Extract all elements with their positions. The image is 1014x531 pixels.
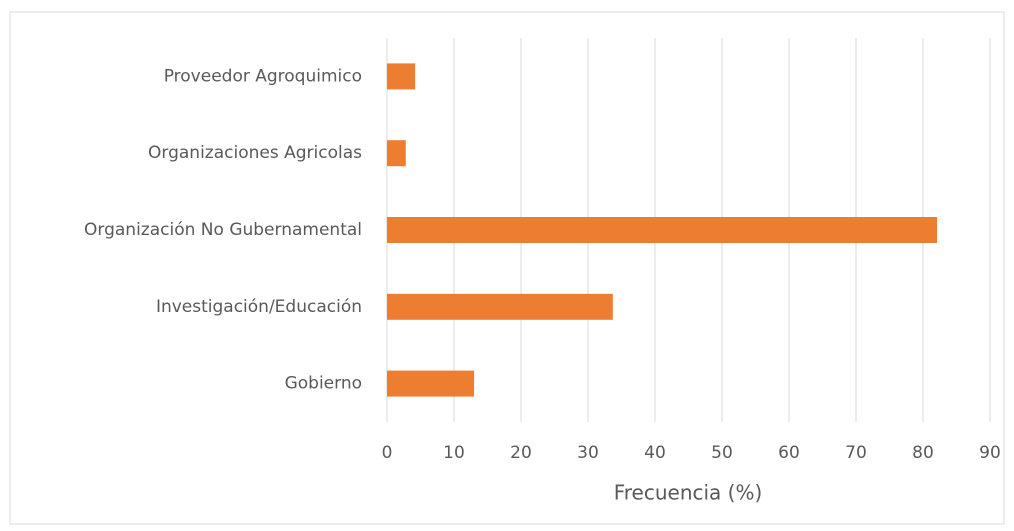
x-tick-label: 70 [845, 443, 867, 463]
x-tick-label: 60 [778, 443, 800, 463]
y-tick-label: Organizaciones Agricolas [148, 143, 362, 163]
y-tick-label: Organización No Gubernamental [84, 220, 362, 240]
x-tick-label: 10 [443, 443, 465, 463]
x-tick-label: 20 [510, 443, 532, 463]
bar [387, 293, 613, 320]
bar [387, 217, 938, 243]
bar [387, 63, 416, 90]
chart-frame [9, 11, 1005, 525]
x-axis-label: Frecuencia (%) [614, 481, 763, 505]
x-tick-label: 80 [912, 443, 934, 463]
bar [387, 140, 406, 167]
x-tick-label: 40 [644, 443, 666, 463]
y-tick-label: Investigación/Educación [156, 297, 362, 317]
y-tick-label: Proveedor Agroquimico [164, 66, 362, 86]
x-tick-label: 90 [979, 443, 1001, 463]
x-tick-label: 50 [711, 443, 733, 463]
x-tick-label: 30 [577, 443, 599, 463]
bar [387, 370, 475, 397]
y-tick-label: Gobierno [285, 374, 362, 394]
x-tick-label: 0 [382, 443, 393, 463]
